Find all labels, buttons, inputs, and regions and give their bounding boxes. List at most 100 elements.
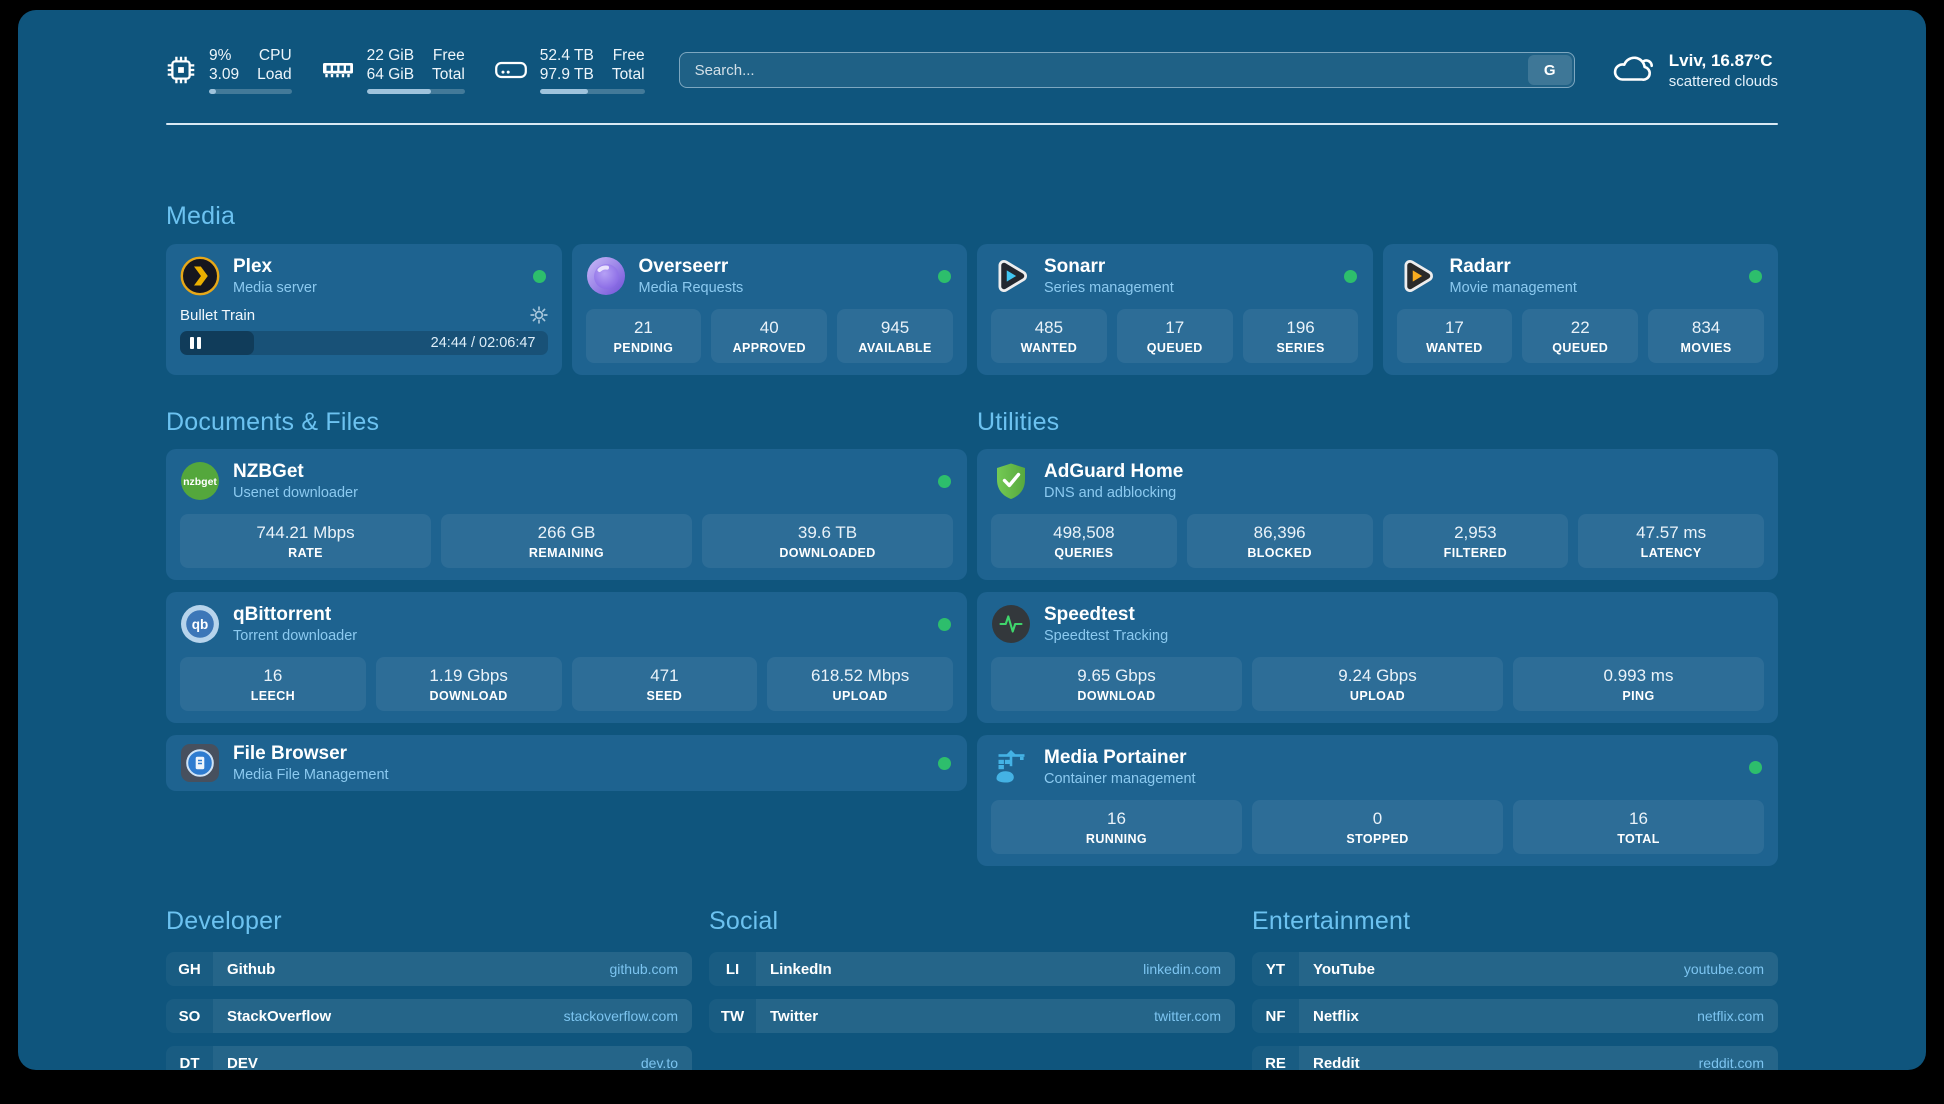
resource-values: 9% 3.09 (209, 46, 239, 84)
bookmark-github[interactable]: GH Github github.com (166, 952, 692, 986)
service-subtitle: Speedtest Tracking (1044, 628, 1169, 644)
bookmark-name: Github (227, 960, 276, 978)
resource-values: 22 GiB 64 GiB (367, 46, 414, 84)
bookmark-name: LinkedIn (770, 960, 832, 978)
service-card-media-portainer[interactable]: Media Portainer Container management 16 RUN… (977, 735, 1778, 866)
stat-label: LEECH (250, 689, 296, 703)
section-utilities: Utilities AdGuard Home DNS and adblocking… (977, 407, 1778, 866)
service-card-plex[interactable]: Plex Media server Bullet Train 24:44 / 02:0… (166, 244, 562, 375)
stat-value: 47.57 ms (1636, 523, 1707, 542)
dashboard-page: 9% 3.09 CPU Load 22 GiB 64 GiB Free Total 52.4 T… (18, 10, 1926, 1070)
service-card-file-browser[interactable]: File Browser Media File Management (166, 735, 967, 791)
bookmark-stackoverflow[interactable]: SO StackOverflow stackoverflow.com (166, 999, 692, 1033)
plex-icon (180, 256, 220, 296)
stat-label: RUNNING (1085, 832, 1148, 846)
service-name: NZBGet (233, 461, 304, 482)
search-input[interactable] (681, 61, 1528, 79)
status-dot (938, 617, 951, 631)
service-card-adguard-home[interactable]: AdGuard Home DNS and adblocking 498,508 QUE… (977, 449, 1778, 580)
resource-cpu: 9% 3.09 CPU Load (166, 46, 292, 94)
search-provider-button[interactable]: G (1527, 55, 1572, 85)
resource-memory: 22 GiB 64 GiB Free Total (322, 46, 465, 94)
stat-value: 40 (759, 318, 779, 337)
service-subtitle: Movie management (1449, 280, 1577, 296)
weather-condition: scattered clouds (1668, 72, 1778, 90)
stat-label: RATE (288, 546, 323, 560)
service-card-qbittorrent[interactable]: qb qBittorrent Torrent downloader 16 LEECH 1.… (166, 592, 967, 723)
bookmark-youtube[interactable]: YT YouTube youtube.com (1252, 952, 1778, 986)
playback-time: 24:44 / 02:06:47 (430, 335, 536, 351)
status-dot (1343, 269, 1357, 283)
resource-value: 3.09 (209, 66, 240, 83)
service-subtitle: DNS and adblocking (1044, 485, 1177, 501)
service-card-sonarr[interactable]: Sonarr Series management 485 WANTED 17 QUEUED… (977, 244, 1373, 375)
radarr-icon (1397, 256, 1437, 296)
bookmark-twitter[interactable]: TW Twitter twitter.com (709, 999, 1235, 1033)
usage-bar (209, 89, 292, 94)
service-card-radarr[interactable]: Radarr Movie management 17 WANTED 22 QUEUED 83… (1382, 244, 1778, 375)
settings-icon[interactable] (529, 306, 548, 324)
stat-rate: 744.21 Mbps RATE (180, 514, 431, 568)
service-card-overseerr[interactable]: Overseerr Media Requests 21 PENDING 40 APPROV… (571, 244, 967, 375)
bookmark-reddit[interactable]: RE Reddit reddit.com (1252, 1046, 1778, 1070)
section-title-documents: Documents & Files (166, 408, 380, 436)
bookmark-dev[interactable]: DT DEV dev.to (166, 1046, 692, 1070)
bookmark-abbr: YT (1252, 952, 1299, 986)
service-card-speedtest[interactable]: Speedtest Speedtest Tracking 9.65 Gbps DOWN… (977, 592, 1778, 723)
stat-available: 945 AVAILABLE (837, 309, 953, 363)
stat-movies: 834 MOVIES (1648, 309, 1764, 363)
resource-labels: Free Total (432, 46, 465, 84)
now-playing-title: Bullet Train (180, 306, 256, 324)
bookmark-linkedin[interactable]: LI LinkedIn linkedin.com (709, 952, 1235, 986)
service-name: Radarr (1449, 256, 1511, 277)
stat-value: 16 (1107, 809, 1126, 828)
stat-queued: 17 QUEUED (1116, 309, 1233, 363)
bookmark-abbr: RE (1252, 1046, 1299, 1070)
section-title-social: Social (709, 907, 779, 935)
stat-value: 498,508 (1053, 523, 1115, 542)
bookmark-name: Twitter (770, 1007, 819, 1025)
stat-label: FILTERED (1443, 546, 1508, 560)
memory-icon (322, 59, 354, 81)
resource-value: 64 GiB (366, 66, 415, 83)
stat-label: QUERIES (1054, 546, 1114, 560)
stat-download: 9.65 Gbps DOWNLOAD (991, 657, 1242, 711)
stat-label: APPROVED (732, 341, 806, 355)
service-subtitle: Torrent downloader (233, 628, 358, 644)
service-card-nzbget[interactable]: nzbget NZBGet Usenet downloader 744.21 Mbps… (166, 449, 967, 580)
cloud-icon (1609, 48, 1655, 93)
resource-labels: CPU Load (257, 46, 291, 84)
pause-button[interactable] (190, 337, 201, 349)
bookmark-name: Reddit (1313, 1054, 1360, 1071)
section-media: Media Plex Media server Bullet Train 24:44 … (166, 201, 1778, 375)
stat-value: 86,396 (1253, 523, 1306, 542)
overseerr-icon (586, 256, 626, 296)
speedtest-icon (991, 604, 1031, 644)
bookmark-abbr: NF (1252, 999, 1299, 1033)
stat-label: WANTED (1020, 341, 1078, 355)
stat-label: STOPPED (1346, 832, 1409, 846)
bookmark-url: linkedin.com (1143, 961, 1221, 977)
stat-value: 0 (1372, 809, 1383, 828)
bookmark-netflix[interactable]: NF Netflix netflix.com (1252, 999, 1778, 1033)
section-title-entertainment: Entertainment (1252, 907, 1411, 935)
stat-value: 9.65 Gbps (1077, 666, 1156, 685)
stat-approved: 40 APPROVED (711, 309, 828, 363)
section-documents: Documents & Files nzbget NZBGet Usenet dow… (166, 407, 967, 791)
stat-value: 39.6 TB (797, 523, 858, 542)
service-name: Plex (233, 256, 273, 277)
sonarr-icon (991, 256, 1031, 296)
stat-label: UPLOAD (832, 689, 888, 703)
stat-download: 1.19 Gbps DOWNLOAD (375, 657, 562, 711)
service-subtitle: Series management (1044, 280, 1174, 296)
stat-value: 22 (1570, 318, 1590, 337)
bookmark-url: netflix.com (1697, 1008, 1764, 1024)
bookmark-url: github.com (609, 961, 678, 977)
usage-bar (539, 89, 645, 94)
resource-label: Total (432, 66, 465, 83)
bookmark-abbr: TW (709, 999, 756, 1033)
resource-label: CPU (258, 47, 292, 64)
stat-value: 834 (1691, 318, 1721, 337)
stat-label: SEED (646, 689, 683, 703)
resource-value: 9% (209, 47, 232, 64)
